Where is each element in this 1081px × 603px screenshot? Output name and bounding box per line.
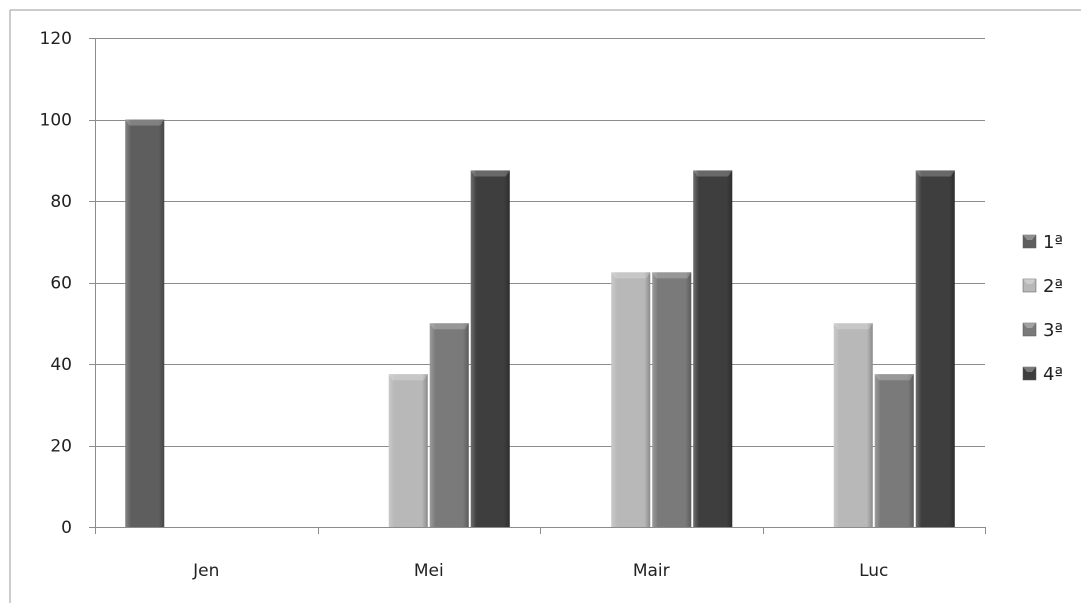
x-category-label: Jen <box>192 561 219 581</box>
legend-swatch <box>1022 322 1037 337</box>
x-category-label: Mair <box>633 561 670 581</box>
bar-top-bevel <box>833 323 873 330</box>
bar-shading <box>915 170 955 527</box>
bar-top-bevel <box>125 119 165 126</box>
legend-label: 2ª <box>1043 276 1063 297</box>
legend-swatch <box>1022 366 1037 381</box>
bar-shading <box>429 323 469 527</box>
bar-shading <box>652 272 692 527</box>
bar-shading <box>611 272 651 527</box>
y-tick-label: 0 <box>61 518 72 538</box>
legend-swatch <box>1022 278 1037 293</box>
bar-shading <box>388 374 428 527</box>
x-category-label: Luc <box>859 561 888 581</box>
legend-label: 3ª <box>1043 320 1063 341</box>
y-tick-label: 20 <box>50 437 72 457</box>
legend-swatch-bevel <box>1023 279 1036 284</box>
bar-top-bevel <box>652 272 692 279</box>
legend-swatch-bevel <box>1023 235 1036 240</box>
legend-label: 1ª <box>1043 232 1063 253</box>
bar-top-bevel <box>693 170 733 177</box>
legend-swatch <box>1022 234 1037 249</box>
bar-shading <box>874 374 914 527</box>
legend-label: 4ª <box>1043 364 1063 385</box>
bar-top-bevel <box>915 170 955 177</box>
y-tick-label: 40 <box>50 355 72 375</box>
y-tick-label: 120 <box>40 29 72 49</box>
y-tick-label: 80 <box>50 192 72 212</box>
y-tick-label: 60 <box>50 274 72 294</box>
bar-shading <box>470 170 510 527</box>
legend-swatch-bevel <box>1023 323 1036 328</box>
bar-top-bevel <box>470 170 510 177</box>
bar-shading <box>833 323 873 527</box>
bar-top-bevel <box>874 374 914 381</box>
bar-top-bevel <box>611 272 651 279</box>
bar-shading <box>693 170 733 527</box>
bar-shading <box>125 119 165 527</box>
x-category-label: Mei <box>414 561 444 581</box>
bar-top-bevel <box>429 323 469 330</box>
bar-top-bevel <box>388 374 428 381</box>
y-tick-label: 100 <box>40 111 72 131</box>
legend-swatch-bevel <box>1023 367 1036 372</box>
